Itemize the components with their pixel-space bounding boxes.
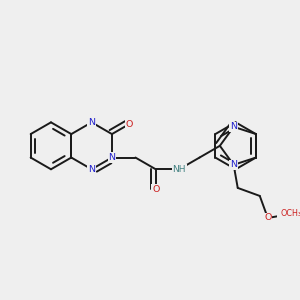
Text: OCH₃: OCH₃: [280, 209, 300, 218]
Text: O: O: [152, 185, 159, 194]
Text: N: N: [88, 165, 95, 174]
Text: N: N: [230, 122, 237, 131]
Text: NH: NH: [172, 165, 186, 174]
Text: O: O: [125, 120, 133, 129]
Text: N: N: [230, 160, 237, 169]
Text: N: N: [88, 118, 95, 127]
Text: N: N: [109, 153, 116, 162]
Text: O: O: [264, 214, 272, 223]
